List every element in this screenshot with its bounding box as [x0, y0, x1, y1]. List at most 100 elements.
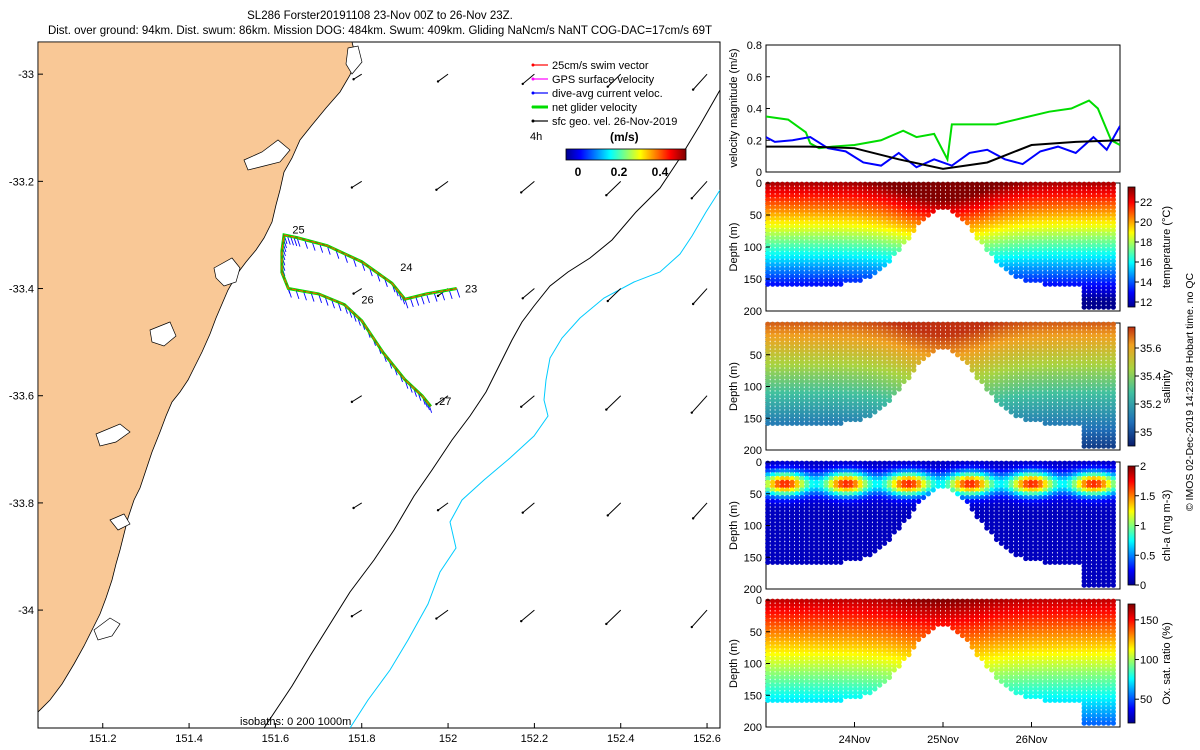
section-sample	[950, 208, 956, 214]
section-sample	[1042, 273, 1048, 280]
section-sample	[1081, 296, 1087, 303]
section-sample	[901, 216, 907, 222]
section-sample	[847, 200, 854, 207]
section-sample	[979, 181, 985, 187]
section-sample	[959, 185, 966, 191]
section-sample	[891, 390, 897, 396]
section-sample	[911, 208, 917, 214]
section-sample	[1047, 559, 1053, 565]
section-sample	[1037, 258, 1043, 264]
section-sample	[974, 212, 980, 218]
section-sample	[989, 220, 995, 226]
section-sample	[1062, 235, 1068, 241]
section-sample	[984, 200, 990, 207]
section-sample	[1071, 227, 1078, 233]
section-sample	[779, 277, 785, 283]
section-sample	[770, 270, 776, 276]
section-sample	[852, 197, 858, 203]
section-sample	[867, 235, 873, 241]
section-sample	[852, 258, 858, 264]
section-sample	[877, 223, 883, 230]
section-sample	[765, 235, 771, 241]
section-sample	[808, 181, 815, 187]
section-sample	[979, 212, 985, 218]
section-sample	[964, 220, 970, 226]
section-sample	[1096, 197, 1102, 203]
section-sample	[911, 212, 917, 218]
section-sample	[877, 235, 883, 241]
section-sample	[1110, 304, 1116, 310]
section-sample	[1003, 235, 1009, 241]
section-sample	[799, 420, 805, 426]
geo-velocity-arrow	[605, 180, 622, 196]
section-sample	[1023, 204, 1029, 210]
section-sample	[823, 223, 829, 230]
section-sample	[872, 243, 878, 249]
section-sample	[838, 420, 844, 426]
section-sample	[1047, 200, 1053, 207]
section-sample	[828, 420, 834, 426]
section-sample	[925, 181, 931, 187]
section-sample	[1047, 250, 1053, 256]
section-sample	[1086, 304, 1092, 310]
section-sample	[979, 208, 985, 214]
section-sample	[872, 409, 878, 415]
section-sample	[979, 189, 985, 195]
section-sample	[779, 246, 785, 253]
section-sample	[857, 235, 863, 241]
section-ylabel: Depth (m)	[728, 362, 740, 411]
section-sample	[784, 277, 790, 283]
section-sample	[1028, 262, 1034, 268]
section-sample	[886, 536, 893, 543]
section-sample	[935, 483, 941, 489]
section-sample	[920, 197, 927, 203]
section-sample	[896, 197, 902, 203]
section-sample	[1076, 223, 1082, 230]
section-sample	[794, 254, 800, 260]
section-sample	[784, 223, 790, 230]
section-sample	[828, 559, 834, 565]
section-sample	[1047, 231, 1053, 237]
section-sample	[959, 197, 966, 203]
section-sample	[1032, 181, 1039, 187]
geo-velocity-arrow-head	[605, 194, 608, 197]
section-sample	[1018, 254, 1024, 260]
section-ytick-label: 50	[750, 210, 762, 222]
geo-velocity-arrow-head	[605, 408, 608, 411]
section-sample	[998, 235, 1005, 241]
section-sample	[911, 200, 917, 207]
section-sample	[789, 246, 795, 253]
section-sample	[886, 239, 893, 245]
section-sample	[1057, 266, 1063, 272]
map-axes: 151.2 151.4 151.6 151.8 152 152.2 152.4 152.6-3…	[9, 69, 721, 745]
section-sample	[993, 397, 1000, 404]
section-sample	[838, 262, 844, 268]
section-sample	[1076, 243, 1082, 249]
section-sample	[920, 212, 927, 218]
section-sample	[794, 227, 800, 233]
section-sample	[901, 181, 907, 187]
section-sample	[1032, 200, 1039, 207]
section-sample	[813, 189, 820, 195]
section-sample	[823, 208, 829, 214]
section-sample	[823, 258, 829, 264]
section-sample	[998, 208, 1005, 214]
section-sample	[1062, 223, 1068, 230]
section-sample	[833, 223, 839, 230]
geo-velocity-arrow	[353, 73, 362, 80]
section-sample	[843, 555, 849, 562]
section-sample	[891, 216, 897, 222]
section-sample	[881, 231, 888, 237]
section-sample	[1081, 231, 1087, 237]
section-sample	[1008, 254, 1014, 260]
section-sample	[804, 420, 810, 426]
section-sample	[828, 254, 834, 260]
section-sample	[916, 220, 922, 226]
section-sample	[847, 212, 854, 218]
section-sample	[857, 243, 863, 249]
section-sample	[1066, 254, 1073, 260]
section-sample	[1013, 262, 1019, 268]
section-sample	[867, 552, 873, 558]
section-sample	[1071, 258, 1078, 264]
section-sample	[1086, 197, 1092, 203]
